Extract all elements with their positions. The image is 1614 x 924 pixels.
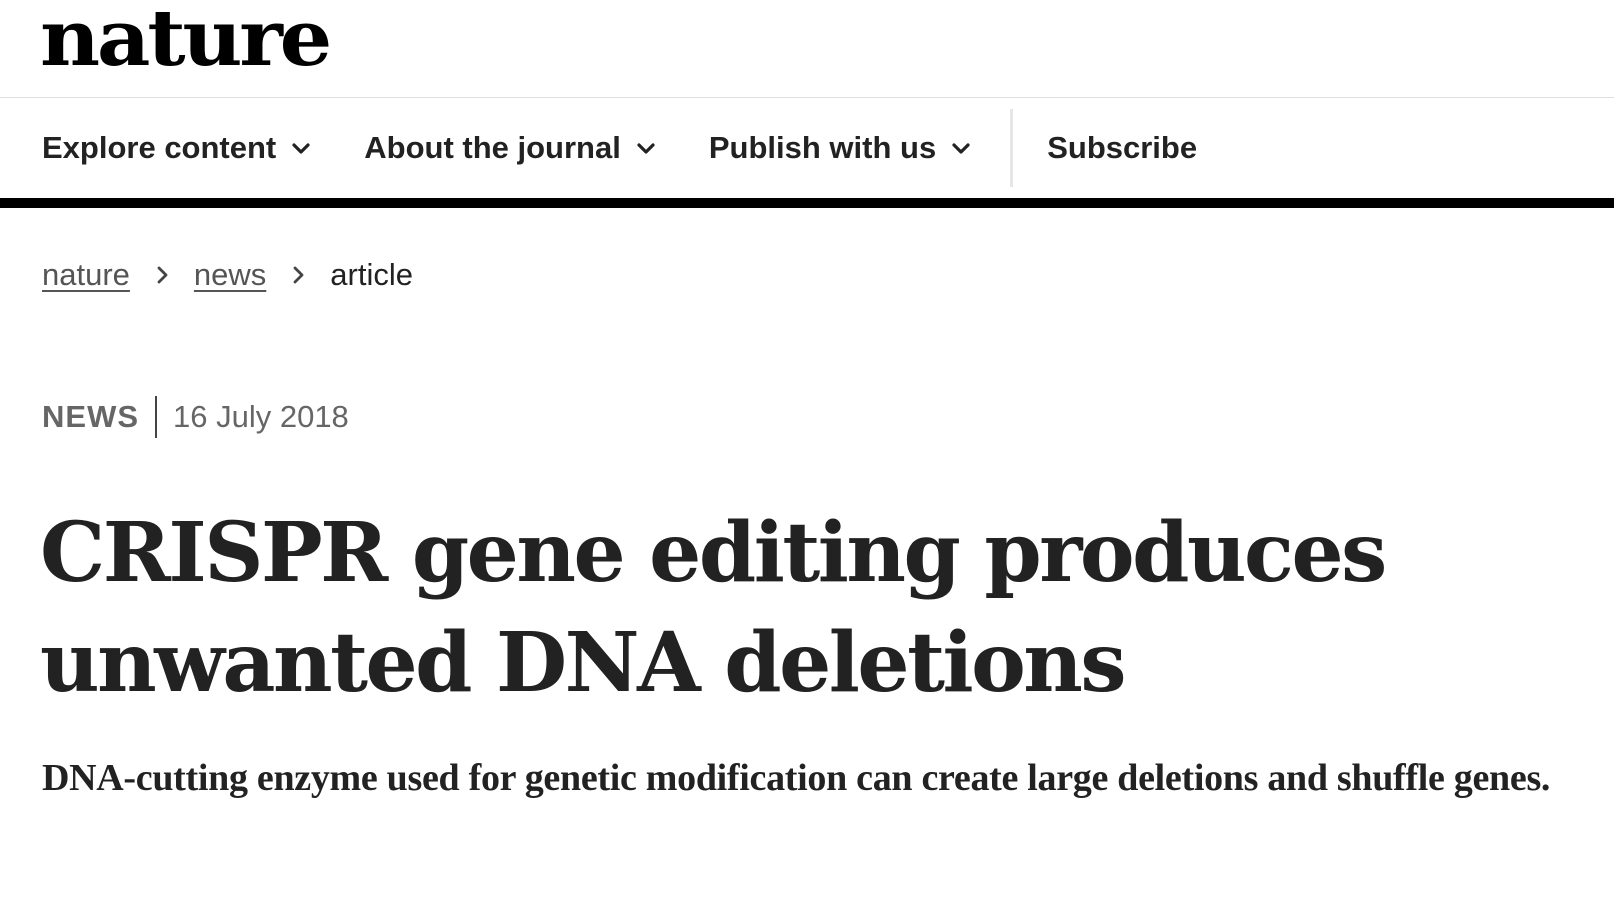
nature-logo[interactable]: nature [40,0,332,84]
chevron-right-icon [152,265,172,285]
nav-item-label: About the journal [364,130,621,165]
site-header: nature [0,0,1614,98]
article-type: NEWS [42,399,139,434]
breadcrumb-current: article [330,257,413,292]
subscribe-label: Subscribe [1047,130,1198,165]
nav-about-the-journal[interactable]: About the journal [364,130,657,166]
nav-explore-content[interactable]: Explore content [42,130,312,166]
article-title: CRISPR gene editing produces unwanted DN… [40,505,1387,711]
nav-item-label: Publish with us [708,130,937,165]
subscribe-link[interactable]: Subscribe [1047,130,1197,166]
chevron-down-icon [290,137,312,159]
meta-divider [155,396,157,438]
breadcrumb: nature news article [42,257,413,293]
article-meta: NEWS 16 July 2018 [42,396,349,438]
breadcrumb-link-nature[interactable]: nature [42,257,130,292]
nav-publish-with-us[interactable]: Publish with us [709,130,972,166]
chevron-down-icon [635,137,657,159]
article-standfirst: DNA-cutting enzyme used for genetic modi… [42,757,1551,799]
chevron-right-icon [288,265,308,285]
nav-item-label: Explore content [42,130,277,165]
article-date: 16 July 2018 [173,399,349,434]
chevron-down-icon [950,137,972,159]
nav-divider [1010,109,1014,187]
main-nav: Explore content About the journal Publis… [0,98,1614,208]
breadcrumb-link-news[interactable]: news [193,257,267,292]
